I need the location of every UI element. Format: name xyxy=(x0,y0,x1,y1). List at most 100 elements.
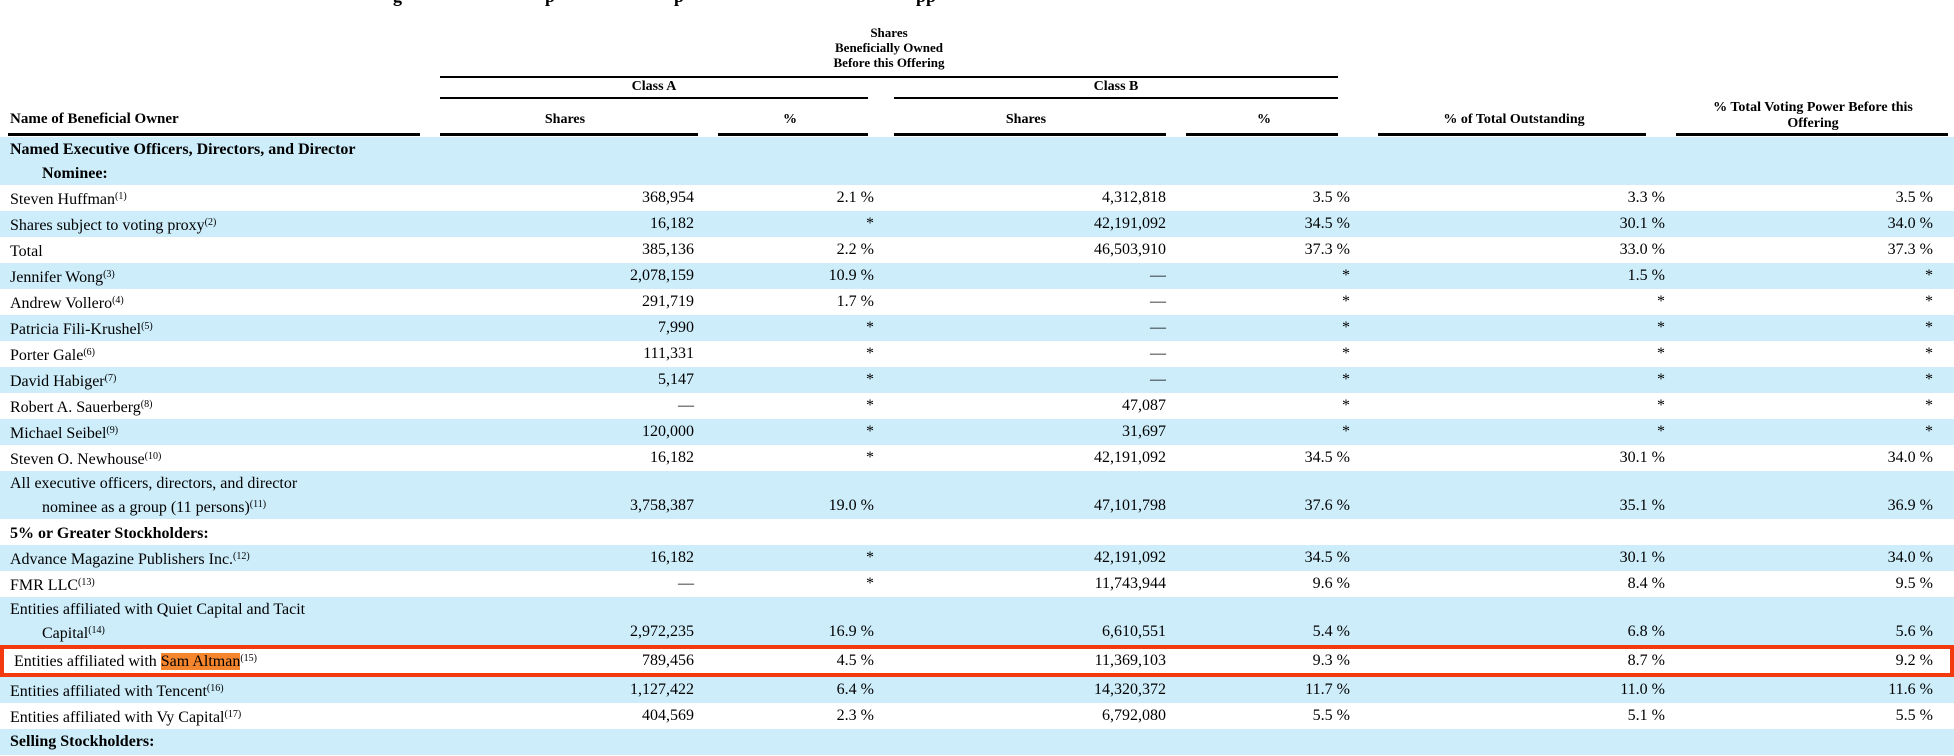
a-shares-cell: 5,147 xyxy=(658,371,694,388)
owner-name-cell: Andrew Vollero(4) xyxy=(0,293,430,315)
b-shares-cell: 47,101,798 xyxy=(1094,497,1166,514)
orange-highlighted-text: Sam Altman xyxy=(160,653,241,670)
header-rule-class-a-percent xyxy=(718,133,868,136)
a-shares-cell: 16,182 xyxy=(650,215,694,232)
table-body: Named Executive Officers, Directors, and… xyxy=(0,137,1954,755)
out-pct-cell: * xyxy=(1657,397,1665,414)
a-pct-cell: 4.5 % xyxy=(836,652,874,669)
b-pct-cell: 5.4 % xyxy=(1312,623,1350,640)
clipped-glyph: p xyxy=(674,0,684,7)
a-shares-cell: — xyxy=(678,397,694,414)
owner-name-cell: Selling Stockholders: xyxy=(0,729,1954,753)
b-shares-cell: 14,320,372 xyxy=(1094,681,1166,698)
vote-pct-cell: 36.9 % xyxy=(1887,497,1933,514)
owner-name-text: Total xyxy=(10,243,43,260)
a-pct-cell: * xyxy=(866,575,874,592)
b-pct-cell: 5.5 % xyxy=(1312,707,1350,724)
table-header: Shares Beneficially Owned Before this Of… xyxy=(0,0,1954,137)
b-shares-cell: 6,610,551 xyxy=(1102,623,1166,640)
footnote-reference: (11) xyxy=(249,499,267,510)
a-shares-cell: 368,954 xyxy=(642,189,694,206)
b-pct-cell: 9.6 % xyxy=(1312,575,1350,592)
section-header-row: Named Executive Officers, Directors, and… xyxy=(0,137,1954,185)
header-rule-total-outstanding xyxy=(1378,133,1646,136)
vote-pct-cell: * xyxy=(1925,319,1933,336)
vote-pct-cell: 34.0 % xyxy=(1887,449,1933,466)
vote-pct-cell: * xyxy=(1925,345,1933,362)
b-shares-cell: — xyxy=(1150,345,1166,362)
owner-name-text: Entities affiliated with Quiet Capital a… xyxy=(10,601,306,618)
a-pct-cell: * xyxy=(866,449,874,466)
owner-name-cell: Porter Gale(6) xyxy=(0,345,430,367)
footnote-reference: (15) xyxy=(240,653,258,664)
b-pct-cell: * xyxy=(1342,423,1350,440)
a-pct-cell: 2.3 % xyxy=(836,707,874,724)
a-shares-cell: 111,331 xyxy=(643,345,694,362)
a-shares-cell: 1,127,422 xyxy=(630,681,694,698)
vote-pct-cell: 5.5 % xyxy=(1895,707,1933,724)
a-pct-cell: * xyxy=(866,319,874,336)
owner-name-text: Steven Huffman xyxy=(10,191,116,208)
owner-name-cell: Shares subject to voting proxy(2) xyxy=(0,215,430,237)
class-b-rule xyxy=(894,97,1338,99)
owner-name-cell: Entities affiliated with Sam Altman(15) xyxy=(4,651,430,673)
b-shares-cell: 6,792,080 xyxy=(1102,707,1166,724)
owner-name-cell: Steven O. Newhouse(10) xyxy=(0,449,430,471)
b-shares-cell: 11,743,944 xyxy=(1094,575,1166,592)
clipped-paragraph-line: gpppp xyxy=(0,0,1954,9)
footnote-reference: (2) xyxy=(204,217,217,228)
footnote-reference: (4) xyxy=(112,295,124,306)
a-shares-cell: 385,136 xyxy=(642,241,694,258)
table-row: Patricia Fili-Krushel(5) 7,990 * — * * * xyxy=(0,315,1954,341)
owner-name-text: 5% or Greater Stockholders: xyxy=(10,525,209,542)
owner-name-cell: Michael Seibel(9) xyxy=(0,423,430,445)
owner-name-text: FMR LLC xyxy=(10,577,79,594)
group-header-shares-beneficially-owned: Shares Beneficially Owned Before this Of… xyxy=(440,25,1338,70)
owner-name-cell: Steven Huffman(1) xyxy=(0,189,430,211)
out-pct-cell: 5.1 % xyxy=(1627,707,1665,724)
vote-pct-cell: * xyxy=(1925,293,1933,310)
table-row: Robert A. Sauerberg(8) — * 47,087 * * * xyxy=(0,393,1954,419)
owner-name-text: Jennifer Wong xyxy=(10,269,104,286)
class-a-header: Class A xyxy=(631,79,677,94)
footnote-reference: (16) xyxy=(206,683,224,694)
owner-name-text: Michael Seibel xyxy=(10,425,107,442)
vote-pct-cell: * xyxy=(1925,423,1933,440)
a-shares-cell: 3,758,387 xyxy=(630,497,694,514)
b-pct-cell: 34.5 % xyxy=(1304,449,1350,466)
owner-name-text: Selling Stockholders: xyxy=(10,733,155,750)
clipped-glyph: pp xyxy=(916,0,936,7)
a-shares-cell: 404,569 xyxy=(642,707,694,724)
vote-pct-cell: 34.0 % xyxy=(1887,215,1933,232)
owner-name-cell: Advance Magazine Publishers Inc.(12) xyxy=(0,549,430,571)
highlighted-table-row[interactable]: Entities affiliated with Sam Altman(15) 7… xyxy=(0,645,1954,677)
column-header-class-a-percent: % xyxy=(783,112,797,127)
table-row: FMR LLC(13) — * 11,743,944 9.6 % 8.4 % 9.5 % xyxy=(0,571,1954,597)
vote-pct-cell: 9.2 % xyxy=(1895,652,1933,669)
owner-name-text-line2: Nominee: xyxy=(42,165,108,182)
owner-name-text: Steven O. Newhouse xyxy=(10,451,145,468)
b-pct-cell: * xyxy=(1342,371,1350,388)
a-pct-cell: 19.0 % xyxy=(828,497,874,514)
group-header-rule xyxy=(440,76,1338,78)
table-row: All executive officers, directors, and d… xyxy=(0,471,1954,519)
out-pct-cell: * xyxy=(1657,293,1665,310)
footnote-reference: (7) xyxy=(104,373,117,384)
header-rule-class-a-shares xyxy=(440,133,698,136)
table-row: Steven Huffman(1) 368,954 2.1 % 4,312,818 3.… xyxy=(0,185,1954,211)
b-shares-cell: — xyxy=(1150,293,1166,310)
owner-name-cell: Entities affiliated with Quiet Capital a… xyxy=(0,597,430,645)
a-shares-cell: 16,182 xyxy=(650,549,694,566)
owner-name-text: Robert A. Sauerberg xyxy=(10,399,141,416)
out-pct-cell: 30.1 % xyxy=(1619,449,1665,466)
table-row: Porter Gale(6) 111,331 * — * * * xyxy=(0,341,1954,367)
owner-name-text: Advance Magazine Publishers Inc. xyxy=(10,551,234,568)
b-pct-cell: 37.6 % xyxy=(1304,497,1350,514)
column-header-class-a-shares: Shares xyxy=(544,112,586,127)
a-shares-cell: 16,182 xyxy=(650,449,694,466)
column-header-name-of-beneficial-owner: Name of Beneficial Owner xyxy=(10,111,179,127)
a-pct-cell: 16.9 % xyxy=(828,623,874,640)
owner-name-cell: Entities affiliated with Vy Capital(17) xyxy=(0,707,430,729)
out-pct-cell: * xyxy=(1657,319,1665,336)
vote-pct-cell: 9.5 % xyxy=(1895,575,1933,592)
